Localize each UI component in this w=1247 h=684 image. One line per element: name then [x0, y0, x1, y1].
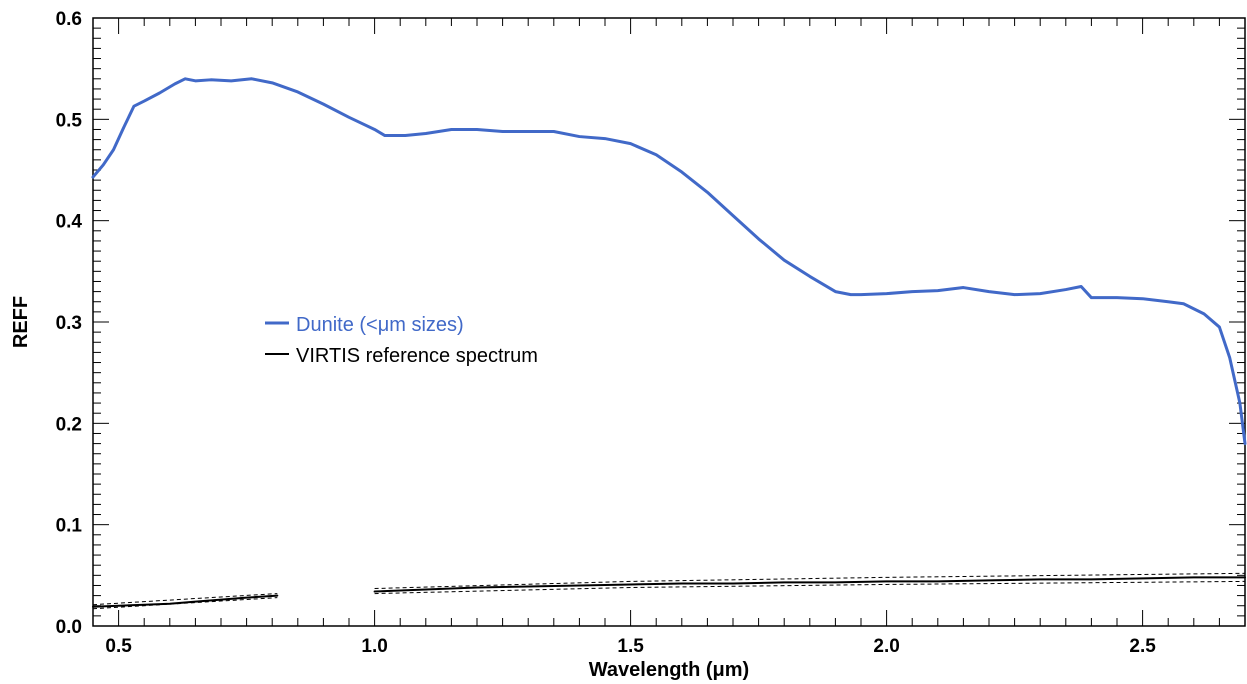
y-tick-label: 0.1 — [56, 516, 83, 537]
y-axis-title: REFF — [10, 296, 32, 348]
legend: Dunite (<μm sizes) VIRTIS reference spec… — [265, 314, 538, 367]
series-line-virtis — [92, 594, 279, 608]
series-lines — [91, 77, 1247, 608]
x-axis-title: Wavelength (μm) — [589, 659, 749, 681]
x-tick-label: 2.0 — [873, 636, 899, 657]
y-tick-labels: 0.0 0.1 0.2 0.3 0.4 0.5 0.6 — [56, 9, 83, 638]
y-tick-label: 0.4 — [56, 212, 83, 233]
y-tick-label: 0.2 — [56, 414, 82, 435]
y-tick-label: 0.3 — [56, 313, 82, 334]
x-tick-label: 1.0 — [361, 636, 387, 657]
legend-label-dunite: Dunite (<μm sizes) — [296, 314, 464, 336]
legend-label-virtis: VIRTIS reference spectrum — [296, 345, 538, 367]
uncertainty-band-upper — [374, 572, 1246, 590]
y-tick-label: 0.0 — [56, 617, 82, 638]
uncertainty-band-upper — [92, 593, 278, 606]
x-tick-label: 2.5 — [1129, 636, 1156, 657]
uncertainty-band-lower — [374, 580, 1246, 595]
x-tick-label: 0.5 — [105, 636, 132, 657]
minor-ticks — [92, 18, 1246, 626]
x-tick-label: 1.5 — [617, 636, 644, 657]
y-tick-label: 0.6 — [56, 9, 82, 30]
y-tick-label: 0.5 — [56, 110, 83, 131]
major-ticks — [93, 17, 1245, 627]
series-line-dunite — [91, 77, 1247, 446]
x-tick-labels: 0.5 1.0 1.5 2.0 2.5 — [105, 636, 1156, 657]
series-line-virtis — [373, 576, 1246, 593]
